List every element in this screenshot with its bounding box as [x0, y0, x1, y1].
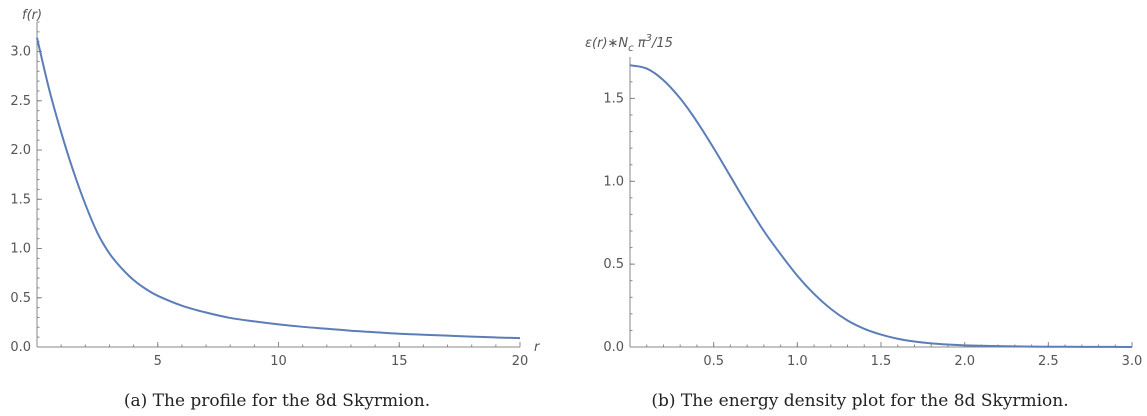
x-tick-label: 1.5	[871, 354, 892, 369]
y-tick-label: 1.0	[603, 174, 624, 189]
chart-profile: 5 10 15 20 0.0 0.5 1.0 1.5 2.0 2.5 3.0 f(r) r	[10, 8, 541, 369]
y-tick-label: 1.0	[10, 242, 31, 257]
x-tick-label: 5	[154, 354, 162, 369]
y-axis-title-tail: /15	[651, 36, 673, 51]
caption-right: (b) The energy density plot for the 8d S…	[651, 391, 1068, 411]
y-axis-title-pi: π	[634, 36, 646, 51]
x-tick-label: 2.0	[954, 354, 975, 369]
series-line	[629, 64, 1133, 348]
y-axis-title-sub: c	[628, 43, 634, 54]
y-tick-label: 0.0	[10, 340, 31, 355]
x-tick-label: 3.0	[1122, 354, 1143, 369]
y-axis-title: f(r)	[22, 8, 42, 23]
caption-left: (a) The profile for the 8d Skyrmion.	[124, 391, 430, 411]
x-axis-title: r	[534, 340, 541, 355]
x-tick-label: 10	[270, 354, 287, 369]
x-tick-label: 20	[512, 354, 529, 369]
chart-energy-density: 0.5 1.0 1.5 2.0 2.5 3.0 0.0 0.5 1.0 1.5 ε(r)∗Nc π3…	[585, 33, 1142, 369]
y-tick-label: 3.0	[10, 45, 31, 60]
y-axis-title-main: ε(r)∗N	[585, 36, 628, 51]
y-axis-title: ε(r)∗Nc π3/15	[585, 33, 673, 54]
x-tick-label: 2.5	[1038, 354, 1059, 369]
y-tick-label: 0.0	[603, 340, 624, 355]
y-tick-label: 2.0	[10, 143, 31, 158]
y-tick-label: 1.5	[603, 91, 624, 106]
x-tick-label: 15	[391, 354, 408, 369]
y-tick-label: 0.5	[603, 257, 624, 272]
y-tick-label: 2.5	[10, 94, 31, 109]
series-line	[36, 37, 521, 340]
x-tick-label: 1.0	[787, 354, 808, 369]
y-tick-label: 1.5	[10, 192, 31, 207]
y-tick-label: 0.5	[10, 291, 31, 306]
x-tick-label: 0.5	[703, 354, 724, 369]
y-axis-title-sup: 3	[646, 33, 652, 44]
